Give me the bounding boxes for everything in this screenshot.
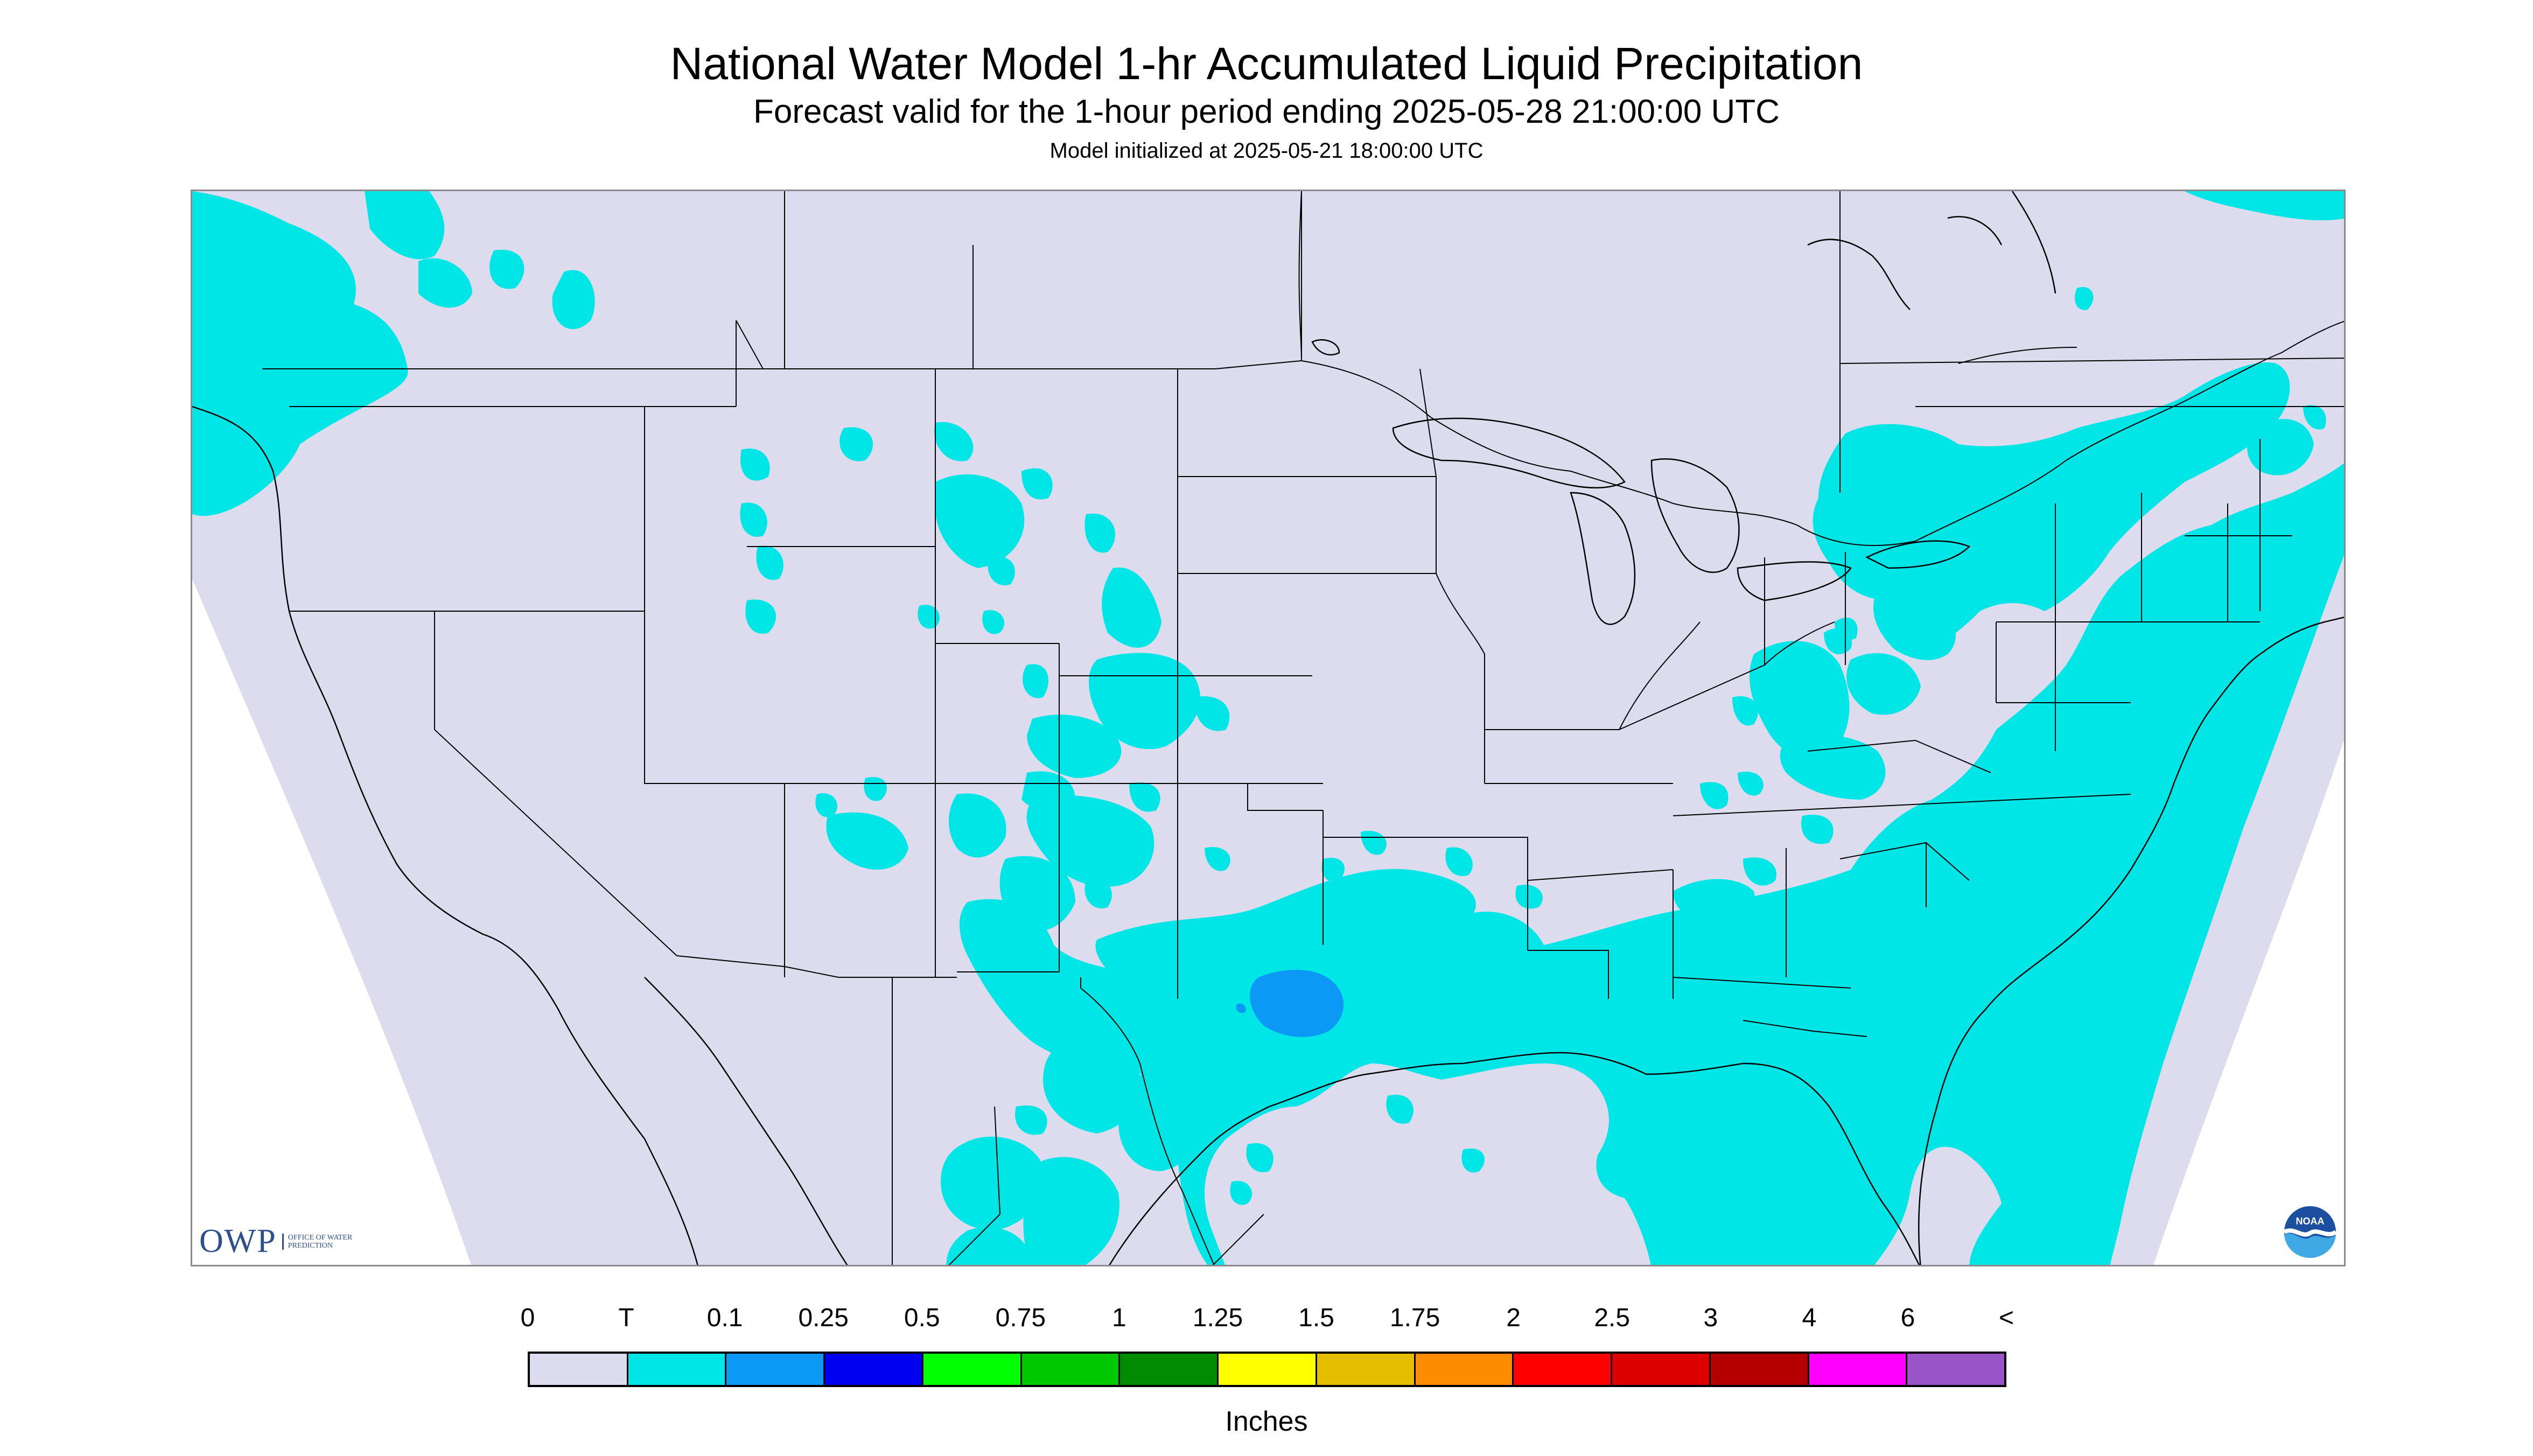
map-title: National Water Model 1-hr Accumulated Li… xyxy=(670,38,1863,89)
legend-units-label: Inches xyxy=(1225,1406,1308,1437)
colorbar-box xyxy=(628,1354,727,1385)
state-boundaries xyxy=(262,191,2344,1265)
noaa-logo-text: NOAA xyxy=(2296,1216,2325,1227)
colorbar-tick-label: 4 xyxy=(1802,1304,1817,1332)
colorbar-box xyxy=(1612,1354,1711,1385)
colorbar-tick-label: 2 xyxy=(1506,1304,1521,1332)
colorbar-box xyxy=(1710,1354,1809,1385)
colorbar-tick-label: 0.75 xyxy=(995,1304,1046,1332)
owp-logo-mark: OWP xyxy=(199,1223,277,1259)
colorbar-tick-label: 0.1 xyxy=(706,1304,743,1332)
colorbar-box xyxy=(1415,1354,1514,1385)
colorbar-box xyxy=(1907,1354,2005,1385)
great-lakes xyxy=(1311,339,1971,625)
light-precip-area xyxy=(1249,970,1344,1037)
colorbar-box xyxy=(530,1354,628,1385)
colorbar-box xyxy=(1514,1354,1613,1385)
colorbar-box xyxy=(825,1354,923,1385)
colorbar-tick-label: 1.25 xyxy=(1192,1304,1243,1332)
forecast-valid-subtitle: Forecast valid for the 1-hour period end… xyxy=(753,93,1780,130)
colorbar-tick-label: 3 xyxy=(1703,1304,1718,1332)
precip-colorbar xyxy=(528,1352,2006,1387)
colorbar-tick-label: 0 xyxy=(520,1304,535,1332)
colorbar-box xyxy=(1219,1354,1317,1385)
noaa-logo: NOAA xyxy=(2283,1206,2337,1258)
colorbar-tick-label: 2.5 xyxy=(1594,1304,1631,1332)
colorbar-tick-label: 1.75 xyxy=(1389,1304,1440,1332)
colorbar-tick-label: < xyxy=(1998,1304,2014,1332)
colorbar-box xyxy=(726,1354,825,1385)
colorbar-tick-label: 1 xyxy=(1112,1304,1126,1332)
model-init-text: Model initialized at 2025-05-21 18:00:00… xyxy=(1049,139,1484,163)
owp-logo-text: OFFICE OF WATER PREDICTION xyxy=(282,1233,363,1250)
coastlines xyxy=(192,191,2344,1265)
light-precip-spot xyxy=(1236,1003,1246,1013)
trace-precip-areas xyxy=(192,191,2344,1265)
colorbar-box xyxy=(923,1354,1022,1385)
colorbar-box xyxy=(1317,1354,1416,1385)
colorbar-tick-label: T xyxy=(618,1304,634,1332)
colorbar-box xyxy=(1120,1354,1219,1385)
colorbar-tick-label: 0.5 xyxy=(904,1304,940,1332)
colorbar-tick-label: 1.5 xyxy=(1298,1304,1334,1332)
colorbar-box xyxy=(1809,1354,1908,1385)
precipitation-map xyxy=(191,190,2346,1266)
colorbar-tick-label: 6 xyxy=(1900,1304,1915,1332)
colorbar-box xyxy=(1021,1354,1121,1385)
colorbar-tick-label: 0.25 xyxy=(798,1304,849,1332)
owp-logo: OWP OFFICE OF WATER PREDICTION xyxy=(199,1222,363,1260)
